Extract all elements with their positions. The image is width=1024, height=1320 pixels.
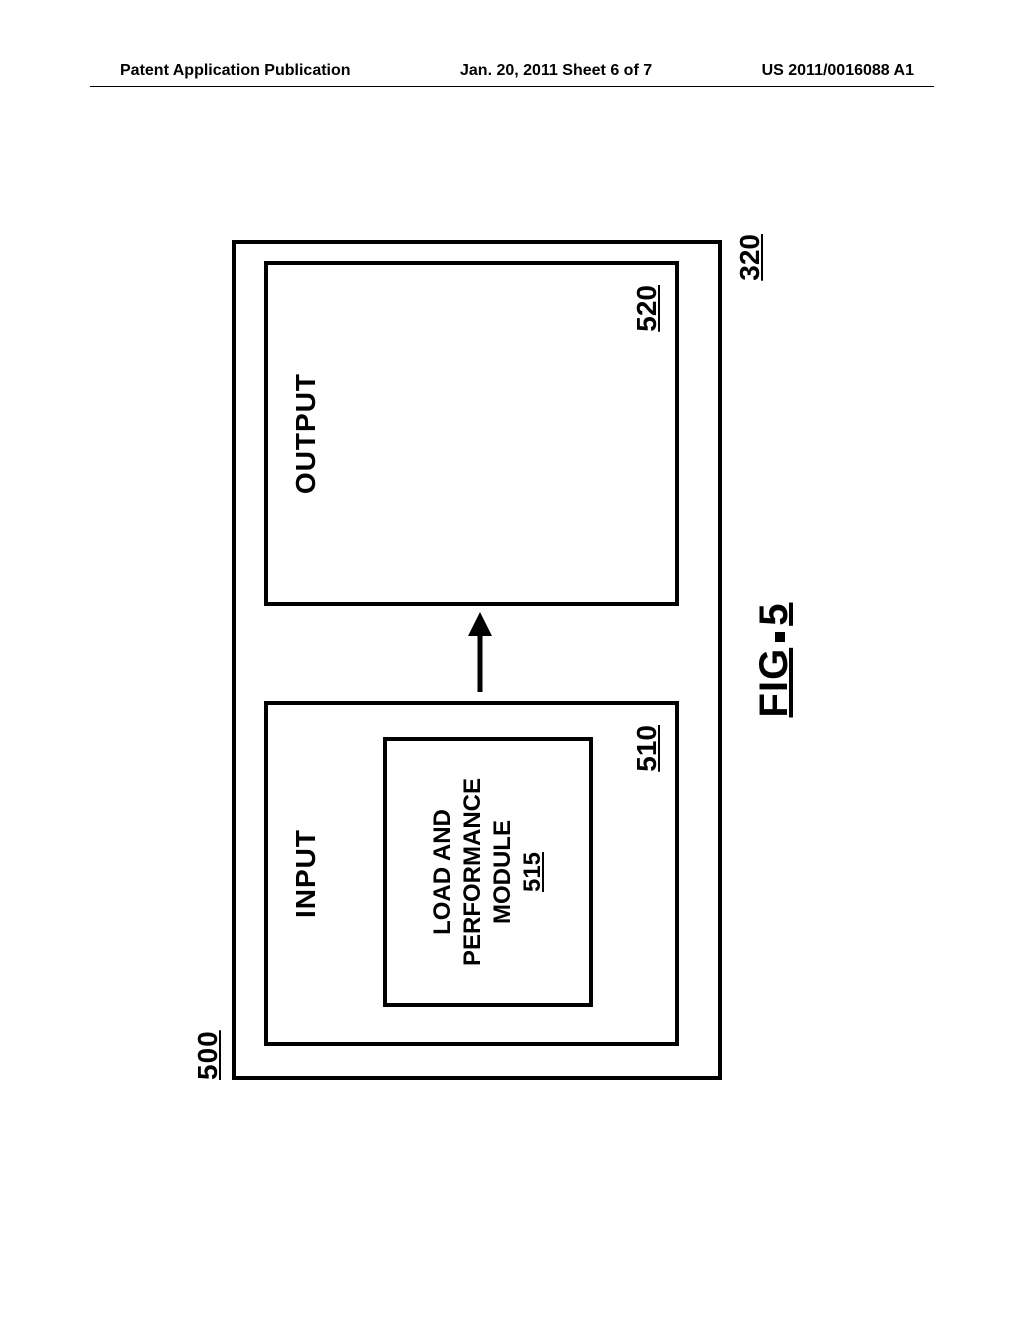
figure: 500 INPUT LOAD AND PERFORMANCE MODULE 51…	[182, 210, 842, 1110]
figure-caption: FIG 5	[752, 210, 797, 1110]
output-title: OUTPUT	[290, 265, 322, 602]
header-right: US 2011/0016088 A1	[762, 62, 914, 80]
module-box: LOAD AND PERFORMANCE MODULE 515	[383, 737, 593, 1007]
module-line2: PERFORMANCE	[459, 778, 486, 966]
module-line3: MODULE	[489, 820, 516, 924]
outer-box: INPUT LOAD AND PERFORMANCE MODULE 515 51…	[232, 240, 722, 1080]
header-center: Jan. 20, 2011 Sheet 6 of 7	[460, 62, 652, 80]
output-box: OUTPUT 520	[264, 261, 679, 606]
input-ref-510: 510	[631, 725, 663, 772]
arrow-icon	[466, 612, 494, 692]
output-ref-520: 520	[631, 285, 663, 332]
page: Patent Application Publication Jan. 20, …	[0, 0, 1024, 1320]
input-box: INPUT LOAD AND PERFORMANCE MODULE 515 51…	[264, 701, 679, 1046]
figure-ref-500: 500	[192, 1030, 224, 1080]
figure-caption-number: 5	[752, 603, 796, 626]
module-line1: LOAD AND	[429, 809, 456, 935]
figure-caption-dot-icon	[775, 632, 785, 642]
module-ref-515: 515	[519, 852, 546, 892]
header-left: Patent Application Publication	[120, 62, 351, 80]
figure-caption-prefix: FIG	[752, 648, 796, 718]
module-text: LOAD AND PERFORMANCE MODULE 515	[428, 778, 548, 966]
figure-rotated-wrap: 500 INPUT LOAD AND PERFORMANCE MODULE 51…	[182, 210, 842, 1110]
page-header: Patent Application Publication Jan. 20, …	[0, 62, 1024, 80]
header-rule	[90, 86, 934, 87]
input-title: INPUT	[290, 705, 322, 1042]
